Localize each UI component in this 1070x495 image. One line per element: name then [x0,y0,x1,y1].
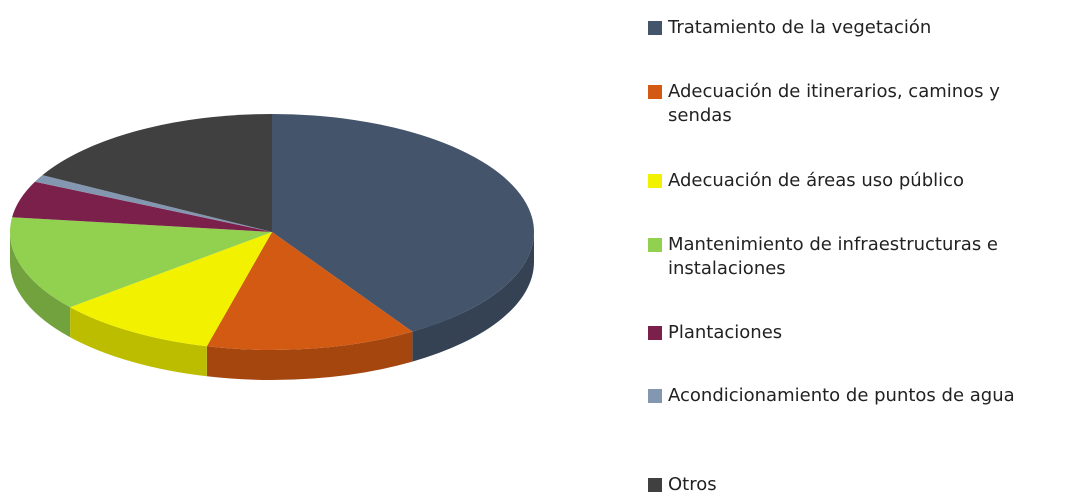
slice [206,232,413,350]
legend-item: Adecuación de áreas uso público [648,169,1063,193]
legend-label: Adecuación de itinerarios, caminos y sen… [668,81,1000,126]
legend-item: Adecuación de itinerarios, caminos y sen… [648,80,1063,128]
top-faces [10,114,535,350]
slice [42,114,272,232]
slice [10,217,273,308]
legend-item: Otros [648,473,1063,495]
legend-swatch [648,478,662,492]
pie-area [10,114,535,380]
slice [34,175,272,232]
legend-label: Mantenimiento de infraestructuras e inst… [668,234,999,279]
legend-label: Acondicionamiento de puntos de agua [668,385,1015,406]
legend-item: Acondicionamiento de puntos de agua [648,384,1063,408]
slice-side [206,331,413,380]
legend-swatch [648,326,662,340]
slice-side [70,307,207,377]
slice [272,114,535,332]
slice-side [412,232,534,362]
side-walls [10,232,534,380]
legend-swatch [648,238,662,252]
legend-label: Tratamiento de la vegetación [668,17,932,38]
slice-side [10,232,71,338]
legend-swatch [648,389,662,403]
slice [70,232,272,347]
legend-swatch [648,21,662,35]
legend-label: Plantaciones [668,322,783,343]
legend-swatch [648,174,662,188]
legend-item: Mantenimiento de infraestructuras e inst… [648,233,1063,281]
legend-swatch [648,85,662,99]
slice [12,181,272,232]
legend-label: Otros [668,474,717,495]
legend-label: Adecuación de áreas uso público [668,170,965,191]
legend-item: Plantaciones [648,321,1063,345]
legend-item: Tratamiento de la vegetación [648,16,1063,40]
